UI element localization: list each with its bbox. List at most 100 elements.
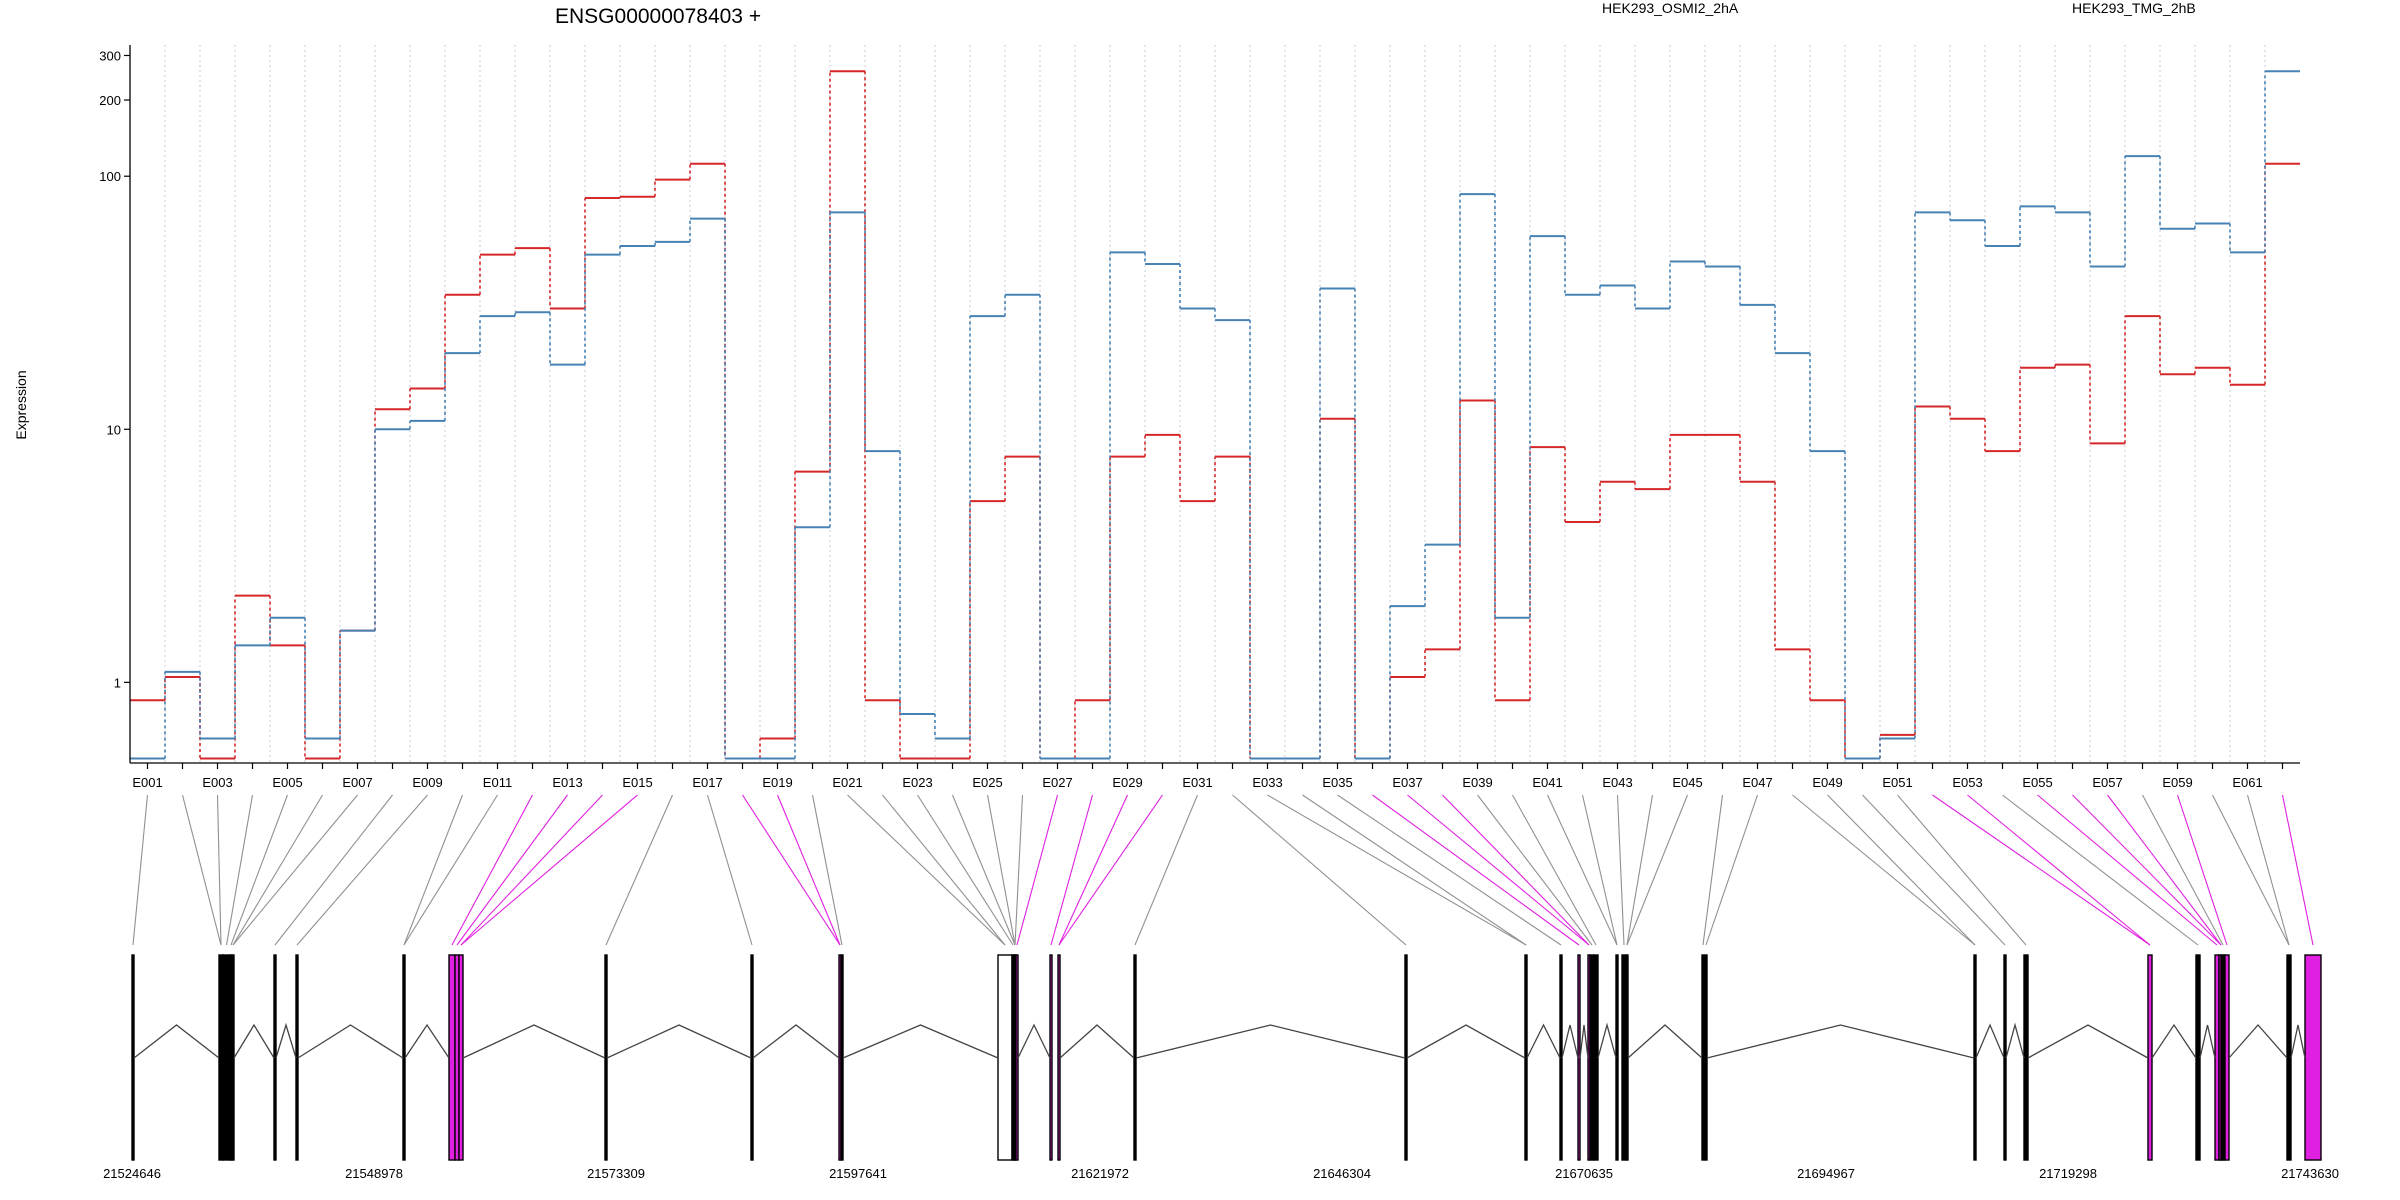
exon-label: E033 bbox=[1252, 775, 1282, 790]
exon-connector bbox=[951, 794, 1016, 946]
exon-connector bbox=[1932, 794, 2151, 946]
gene-intron bbox=[1059, 1024, 1135, 1059]
exon-connector bbox=[2142, 794, 2224, 946]
gene-exon bbox=[604, 954, 608, 1161]
gene-exon bbox=[2224, 954, 2230, 1161]
exon-connector bbox=[1058, 794, 1163, 946]
y-axis-label: Expression bbox=[13, 370, 29, 439]
exon-connector bbox=[1512, 794, 1597, 946]
exon-label: E053 bbox=[1952, 775, 1982, 790]
exon-connector bbox=[460, 794, 638, 946]
exon-connector bbox=[230, 794, 289, 946]
gene-exon bbox=[1704, 954, 1708, 1161]
exon-label: E003 bbox=[202, 775, 232, 790]
exon-connector bbox=[1016, 794, 1059, 946]
exon-label: E055 bbox=[2022, 775, 2052, 790]
gene-intron bbox=[1975, 1023, 2005, 1059]
gene-intron bbox=[1017, 1023, 1051, 1059]
gene-exon bbox=[2195, 954, 2201, 1161]
genome-tick-label: 21646304 bbox=[1313, 1166, 1371, 1181]
gene-exon bbox=[2147, 954, 2153, 1161]
axes: 1 10 100 200 300 E001 E003 E005 E007 E009 E011 E013… bbox=[99, 45, 2300, 790]
exon-connector bbox=[1134, 794, 1199, 946]
y-tick-label: 10 bbox=[107, 422, 121, 437]
exon-label: E047 bbox=[1742, 775, 1772, 790]
exon-connector bbox=[403, 794, 498, 946]
y-tick-label: 200 bbox=[99, 93, 121, 108]
exon-connector bbox=[181, 794, 222, 946]
gene-exon bbox=[2286, 954, 2292, 1161]
legend-entry-osmi2: HEK293_OSMI2_2hA bbox=[1602, 0, 1739, 16]
exon-label: E037 bbox=[1392, 775, 1422, 790]
genome-tick-label: 21719298 bbox=[2039, 1166, 2097, 1181]
exon-connector bbox=[1705, 794, 1759, 946]
genome-tick-label: 21694967 bbox=[1797, 1166, 1855, 1181]
gene-intron bbox=[1627, 1024, 1703, 1059]
gene-intron bbox=[2151, 1023, 2197, 1059]
exon-connector bbox=[1477, 794, 1593, 946]
exon-connector bbox=[986, 794, 1016, 946]
exon-connectors bbox=[132, 794, 2314, 946]
gene-exon bbox=[2304, 954, 2322, 1161]
exon-connector bbox=[132, 794, 149, 946]
exon-label: E035 bbox=[1322, 775, 1352, 790]
exon-connector bbox=[605, 794, 674, 946]
gene-intron bbox=[233, 1023, 275, 1059]
gene-exon bbox=[1404, 954, 1408, 1161]
exon-label: E005 bbox=[272, 775, 302, 790]
exon-label: E025 bbox=[972, 775, 1002, 790]
gene-intron bbox=[2290, 1024, 2306, 1059]
gene-intron bbox=[842, 1024, 999, 1059]
genome-tick-label: 21597641 bbox=[829, 1166, 887, 1181]
gene-intron bbox=[133, 1024, 220, 1059]
series-HEK293_TMG_2hB bbox=[130, 70, 2300, 760]
exon-label: E009 bbox=[412, 775, 442, 790]
exon-label: E011 bbox=[483, 775, 512, 790]
exon-connector bbox=[403, 794, 464, 946]
exon-label: E013 bbox=[552, 775, 582, 790]
gene-exon bbox=[458, 954, 464, 1161]
exon-connector bbox=[1050, 794, 1094, 946]
legend-entry-tmg: HEK293_TMG_2hB bbox=[2072, 0, 2196, 16]
exon-connector bbox=[742, 794, 841, 946]
gene-exon bbox=[997, 954, 1013, 1161]
gene-intron bbox=[1706, 1024, 1975, 1059]
exon-connector bbox=[2212, 794, 2290, 946]
exon-label: E021 bbox=[832, 775, 862, 790]
exon-connector bbox=[2107, 794, 2222, 946]
gene-exon bbox=[840, 954, 844, 1161]
exon-connector bbox=[1626, 794, 1689, 946]
exon-connector bbox=[1862, 794, 2006, 946]
genome-tick-label: 21743630 bbox=[2281, 1166, 2339, 1181]
exon-connector bbox=[1581, 794, 1618, 946]
exon-label: E051 bbox=[1882, 775, 1912, 790]
gene-intron bbox=[1561, 1024, 1579, 1059]
gene-intron bbox=[1406, 1024, 1526, 1059]
exon-label: E043 bbox=[1602, 775, 1632, 790]
exon-connector bbox=[1014, 794, 1024, 946]
exon-connector bbox=[1827, 794, 1976, 946]
exon-connector bbox=[2246, 794, 2290, 946]
exon-connector bbox=[1897, 794, 2027, 946]
exon-connector bbox=[706, 794, 753, 946]
gene-intron bbox=[2199, 1024, 2216, 1059]
exon-connector bbox=[296, 794, 428, 946]
exon-connector bbox=[811, 794, 843, 946]
gene-intron bbox=[2228, 1024, 2288, 1059]
genome-tick-label: 21621972 bbox=[1071, 1166, 1129, 1181]
genome-tick-label: 21670635 bbox=[1555, 1166, 1613, 1181]
exon-connector bbox=[274, 794, 393, 946]
exon-label: E039 bbox=[1462, 775, 1492, 790]
gene-exon bbox=[1593, 954, 1599, 1161]
gene-intron bbox=[275, 1022, 297, 1059]
exon-label: E007 bbox=[342, 775, 372, 790]
exon-label: E059 bbox=[2162, 775, 2192, 790]
exon-connector bbox=[1372, 794, 1580, 946]
exon-connector bbox=[1626, 794, 1654, 946]
exon-connector bbox=[2176, 794, 2228, 946]
gene-intron bbox=[2027, 1024, 2149, 1059]
exon-connector bbox=[1967, 794, 2151, 946]
exon-connector bbox=[456, 794, 568, 946]
gene-exon bbox=[222, 954, 231, 1161]
